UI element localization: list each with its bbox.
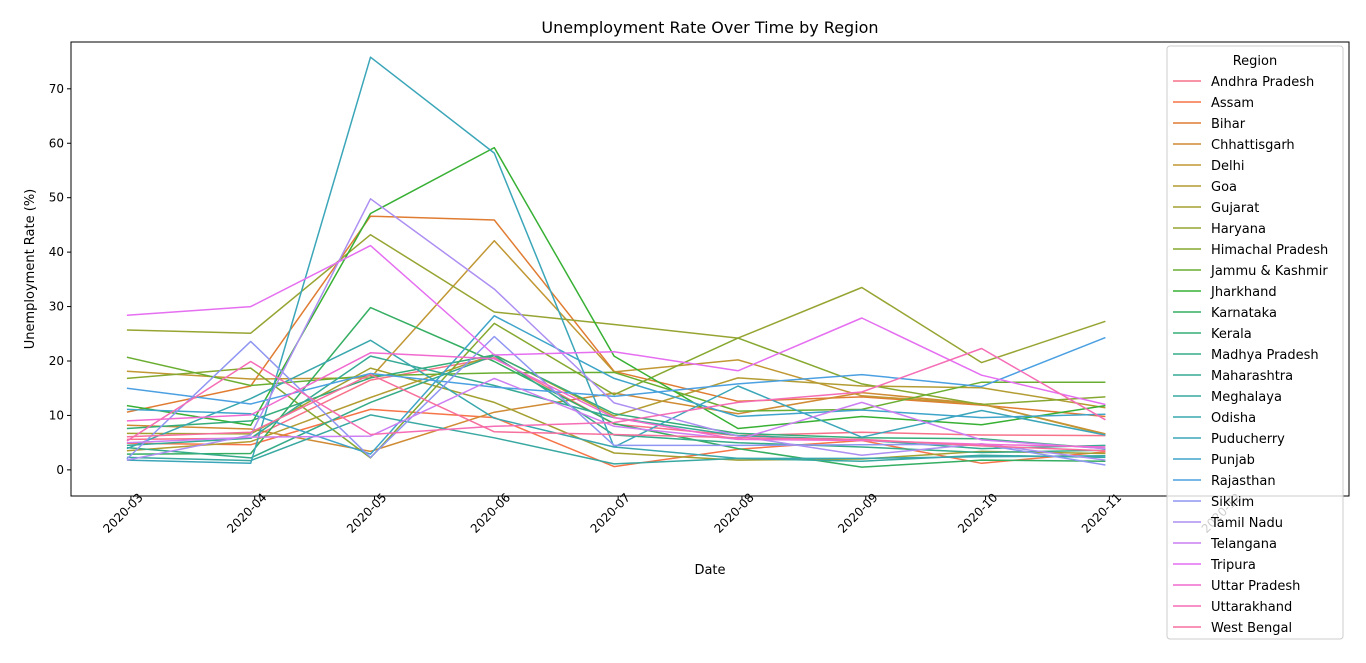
legend-item: Tripura [1173, 558, 1256, 573]
series-line [126, 356, 1106, 412]
x-tick-label: 2020-05 [344, 490, 389, 535]
series-line [126, 198, 1106, 461]
legend-item: Himachal Pradesh [1173, 243, 1328, 258]
legend-label: Jharkhand [1210, 285, 1277, 300]
legend-label: Punjab [1211, 453, 1255, 468]
legend-label: Tripura [1210, 558, 1256, 573]
legend-label: Goa [1211, 180, 1237, 195]
series-line [126, 354, 1106, 450]
legend-label: Meghalaya [1211, 390, 1282, 405]
legend-item: Gujarat [1173, 201, 1259, 216]
x-axis: 2020-03 2020-04 2020-05 2020-06 2020-07 2020-… [100, 490, 1244, 535]
legend-label: Bihar [1211, 117, 1246, 132]
series-line [126, 408, 1106, 468]
series-line [126, 315, 1106, 455]
legend-item: Goa [1173, 180, 1237, 195]
legend-label: Uttar Pradesh [1211, 579, 1300, 594]
series-line [126, 322, 1106, 459]
legend-item: Jharkhand [1173, 285, 1277, 300]
legend-label: Assam [1211, 96, 1254, 111]
legend-item: Uttarakhand [1173, 600, 1292, 615]
legend-item: Karnataka [1173, 306, 1277, 321]
x-tick-label: 2020-03 [100, 490, 145, 535]
series-line [126, 306, 1106, 468]
legend-item: Meghalaya [1173, 390, 1282, 405]
x-tick-label: 2020-10 [955, 490, 1000, 535]
legend-label: Tamil Nadu [1210, 516, 1283, 531]
series-line [126, 373, 1106, 452]
legend-item: Andhra Pradesh [1173, 75, 1314, 90]
x-tick-label: 2020-06 [468, 490, 513, 535]
legend-label: Odisha [1211, 411, 1256, 426]
legend-label: Delhi [1211, 159, 1244, 174]
legend-item: Uttar Pradesh [1173, 579, 1300, 594]
legend-item: Delhi [1173, 159, 1244, 174]
legend-item: Telangana [1173, 537, 1277, 552]
series-lines [126, 56, 1106, 468]
x-tick-label: 2020-11 [1079, 490, 1124, 535]
legend-label: Haryana [1211, 222, 1266, 237]
x-tick-label: 2020-08 [711, 490, 756, 535]
legend-item: West Bengal [1173, 621, 1292, 636]
series-line [126, 239, 1106, 436]
legend-item: Maharashtra [1173, 369, 1293, 384]
legend-box [1166, 45, 1344, 640]
legend-label: Chhattisgarh [1211, 138, 1295, 153]
x-tick-label: 2020-04 [224, 490, 269, 535]
y-tick-label: 60 [49, 136, 64, 150]
legend-item: Sikkim [1173, 495, 1254, 510]
legend-item: Assam [1173, 96, 1254, 111]
plot-frame [70, 41, 1350, 497]
legend-item: Odisha [1173, 411, 1256, 426]
legend-item: Bihar [1173, 117, 1246, 132]
legend-label: Uttarakhand [1211, 600, 1292, 615]
legend-items: Andhra Pradesh Assam Bihar Chhattisgarh Delh… [1173, 75, 1328, 636]
legend-label: Karnataka [1211, 306, 1277, 321]
legend-title: Region [1233, 54, 1278, 69]
legend-item: Puducherry [1173, 432, 1285, 447]
y-tick-label: 50 [49, 191, 64, 205]
y-tick-label: 0 [56, 463, 64, 477]
legend-label: Madhya Pradesh [1211, 348, 1319, 363]
legend-label: Gujarat [1211, 201, 1259, 216]
legend-label: West Bengal [1211, 621, 1292, 636]
series-line [126, 56, 1106, 465]
series-line [126, 377, 1106, 450]
legend-item: Haryana [1173, 222, 1266, 237]
legend-label: Andhra Pradesh [1211, 75, 1314, 90]
legend-item: Rajasthan [1173, 474, 1276, 489]
y-tick-label: 30 [49, 300, 64, 314]
y-tick-label: 40 [49, 245, 64, 259]
y-tick-label: 20 [49, 354, 64, 368]
legend-item: Tamil Nadu [1173, 516, 1283, 531]
legend-label: Rajasthan [1211, 474, 1276, 489]
legend-item: Kerala [1173, 327, 1252, 342]
series-line [126, 347, 1106, 442]
y-axis: 0 10 20 30 40 50 60 70 [49, 82, 71, 477]
legend: Region Andhra Pradesh Assam Bihar Chhattisg… [1166, 45, 1344, 640]
legend-label: Kerala [1211, 327, 1252, 342]
legend-label: Himachal Pradesh [1211, 243, 1328, 258]
series-line [126, 367, 1106, 461]
legend-label: Sikkim [1211, 495, 1254, 510]
legend-item: Chhattisgarh [1173, 138, 1295, 153]
series-line [126, 244, 1106, 406]
legend-item: Jammu & Kashmir [1173, 264, 1328, 279]
x-tick-label: 2020-07 [588, 490, 633, 535]
legend-label: Maharashtra [1211, 369, 1293, 384]
chart-title: Unemployment Rate Over Time by Region [541, 18, 878, 37]
y-tick-label: 10 [49, 408, 64, 422]
x-tick-label: 2020-09 [835, 490, 880, 535]
y-tick-label: 70 [49, 82, 64, 96]
legend-label: Telangana [1210, 537, 1277, 552]
series-line [126, 233, 1106, 364]
legend-item: Madhya Pradesh [1173, 348, 1319, 363]
series-line [126, 354, 1106, 459]
legend-label: Puducherry [1211, 432, 1285, 447]
legend-item: Punjab [1173, 453, 1255, 468]
legend-label: Jammu & Kashmir [1210, 264, 1328, 279]
x-axis-label: Date [694, 563, 725, 578]
y-axis-label: Unemployment Rate (%) [23, 189, 38, 350]
